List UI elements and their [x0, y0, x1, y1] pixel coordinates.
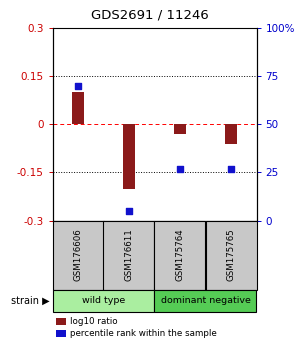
Bar — [225, 124, 237, 144]
Point — [127, 208, 131, 214]
Point — [178, 166, 182, 171]
Point — [76, 83, 80, 89]
Text: GSM176606: GSM176606 — [74, 229, 82, 281]
Text: GSM175764: GSM175764 — [176, 229, 184, 281]
Text: strain ▶: strain ▶ — [11, 296, 50, 306]
Text: wild type: wild type — [82, 296, 125, 305]
Point — [229, 166, 233, 171]
Text: GSM175765: GSM175765 — [226, 229, 236, 281]
Text: dominant negative: dominant negative — [160, 296, 250, 305]
Bar — [72, 92, 84, 124]
Bar — [174, 124, 186, 134]
Bar — [123, 124, 135, 188]
Text: GDS2691 / 11246: GDS2691 / 11246 — [91, 9, 209, 22]
Text: GSM176611: GSM176611 — [124, 229, 134, 281]
Text: percentile rank within the sample: percentile rank within the sample — [70, 329, 217, 338]
Text: log10 ratio: log10 ratio — [70, 317, 118, 326]
